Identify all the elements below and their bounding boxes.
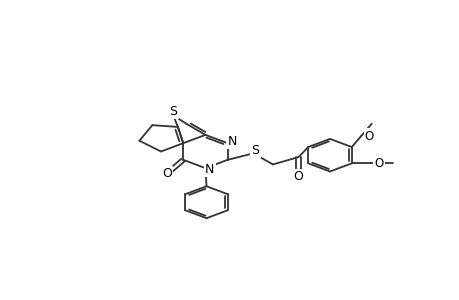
Text: S: S (169, 105, 177, 118)
Text: O: O (364, 130, 373, 142)
Text: N: N (227, 135, 236, 148)
Text: O: O (293, 170, 303, 183)
Text: O: O (162, 167, 172, 180)
Text: O: O (374, 157, 383, 170)
Text: N: N (205, 163, 214, 176)
Text: S: S (251, 144, 259, 157)
